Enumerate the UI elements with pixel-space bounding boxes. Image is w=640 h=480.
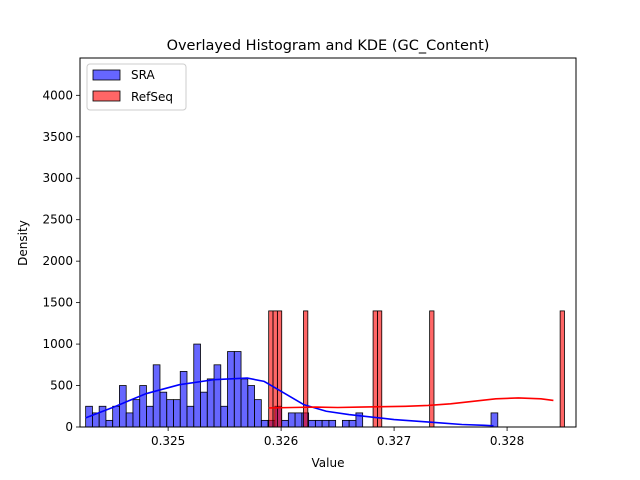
- legend: SRA RefSeq: [86, 63, 187, 111]
- sra-bar: [152, 364, 161, 427]
- refseq-kde-line: [268, 397, 554, 409]
- sra-bar: [206, 378, 215, 427]
- refseq-bar: [272, 310, 278, 427]
- sra-bar: [98, 405, 107, 427]
- sra-kde-line: [85, 377, 494, 427]
- y-axis-label: Density: [16, 220, 30, 266]
- sra-bar: [328, 419, 337, 427]
- sra-bar: [348, 419, 357, 427]
- y-tick-label: 2000: [42, 254, 73, 268]
- sra-bar: [119, 385, 127, 427]
- sra-bar: [254, 399, 262, 427]
- sra-bar: [146, 405, 154, 427]
- x-axis-label: Value: [312, 456, 345, 470]
- plot-frame: [79, 57, 577, 428]
- sra-bar: [186, 405, 195, 427]
- x-tick-label: 0.326: [264, 434, 298, 448]
- x-tick-label: 0.328: [490, 434, 524, 448]
- x-axis: 0.325 0.326 0.327 0.328: [151, 427, 524, 448]
- sra-bar: [308, 419, 316, 427]
- sra-bar: [233, 351, 242, 427]
- x-tick-label: 0.327: [377, 434, 411, 448]
- sra-bar: [281, 419, 289, 427]
- y-tick-label: 1000: [42, 337, 73, 351]
- legend-label-sra: SRA: [131, 68, 155, 82]
- refseq-bar: [377, 310, 383, 427]
- sra-bar: [321, 419, 330, 427]
- sra-bar: [247, 385, 255, 427]
- sra-bar: [125, 412, 134, 427]
- refseq-bar: [268, 310, 274, 427]
- y-tick-label: 3000: [42, 171, 73, 185]
- y-tick-label: 2500: [42, 213, 73, 227]
- sra-bar: [287, 412, 296, 427]
- refseq-bar: [303, 310, 309, 427]
- sra-bar: [193, 343, 201, 427]
- sra-bar: [159, 391, 168, 427]
- y-tick-label: 500: [50, 379, 73, 393]
- sra-bar: [220, 405, 228, 427]
- y-tick-label: 3500: [42, 130, 73, 144]
- sra-bar: [294, 412, 303, 427]
- legend-swatch-refseq: [92, 90, 121, 102]
- sra-bar: [260, 419, 269, 427]
- y-tick-label: 1500: [42, 296, 73, 310]
- sra-bar: [132, 399, 141, 427]
- refseq-bar: [276, 310, 283, 427]
- sra-bar: [139, 385, 147, 427]
- y-axis: 0 500 1000 1500 2000 2500 3000 3500 4000: [42, 88, 80, 434]
- sra-bar: [213, 364, 222, 427]
- x-tick-label: 0.325: [151, 434, 185, 448]
- y-tick-label: 4000: [42, 88, 73, 102]
- refseq-bar: [559, 310, 565, 427]
- refseq-bars: [268, 310, 565, 427]
- sra-bar: [105, 419, 114, 427]
- sra-bar: [200, 391, 208, 427]
- sra-bar: [490, 412, 499, 427]
- sra-bar: [314, 419, 323, 427]
- sra-bar: [112, 405, 120, 427]
- legend-label-refseq: RefSeq: [131, 90, 173, 104]
- sra-bar: [179, 371, 188, 427]
- sra-bar: [227, 351, 235, 427]
- sra-bar: [240, 378, 249, 427]
- y-tick-label: 0: [65, 420, 73, 434]
- sra-bars: [85, 343, 499, 427]
- refseq-bar: [429, 310, 435, 427]
- chart-title: Overlayed Histogram and KDE (GC_Content): [167, 38, 490, 54]
- sra-bar: [341, 419, 350, 427]
- kde-curves: [85, 377, 554, 427]
- sra-bar: [173, 399, 181, 427]
- sra-bar: [166, 399, 174, 427]
- legend-swatch-sra: [92, 69, 121, 81]
- refseq-bar: [372, 310, 378, 427]
- plot-area: [79, 57, 577, 428]
